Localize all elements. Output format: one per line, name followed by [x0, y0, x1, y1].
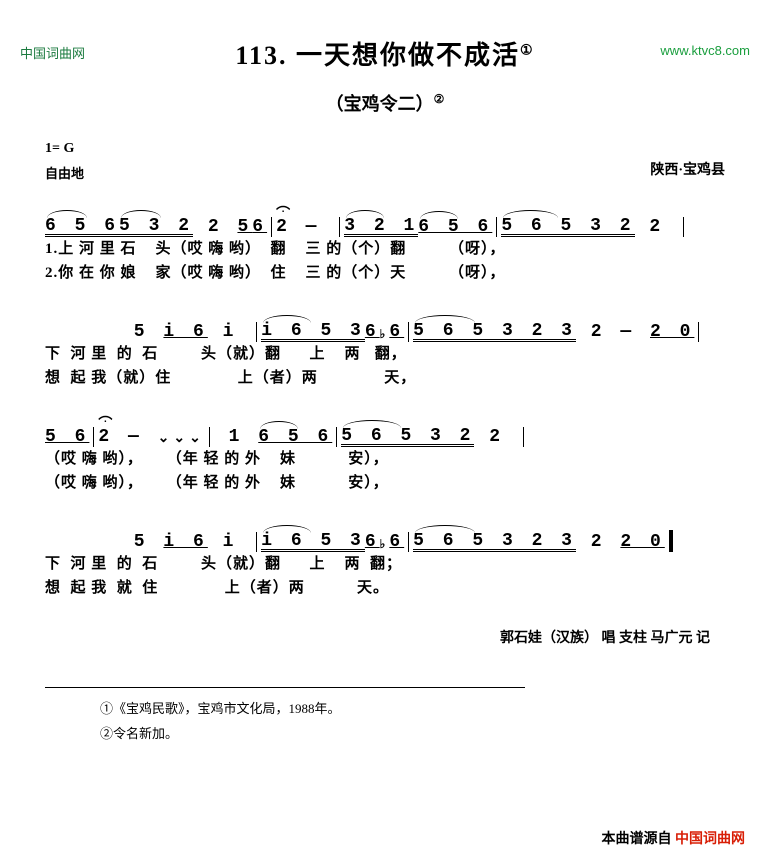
source-suffix: 中国词曲网 [675, 832, 745, 847]
meta-row: 1= G 自由地 陕西·宝鸡县 [0, 141, 770, 182]
song-subtitle: （宝鸡令二）② [0, 90, 770, 116]
origin-label: 陕西·宝鸡县 [650, 159, 725, 182]
lyric-line-4b: 想 起 我 就 住 上（者）两 天。 [45, 576, 725, 597]
footnote-1: ①《宝鸡民歌》，宝鸡市文化局，1988年。 [100, 698, 470, 717]
title-superscript: ① [520, 43, 535, 58]
tempo-marking: 自由地 [45, 163, 84, 182]
meta-left: 1= G 自由地 [45, 141, 84, 182]
lyric-line-3a: （哎 嗨 哟）， （年 轻 的 外 妹 安）， [45, 447, 725, 468]
notation-line: 5 i 6 i i 6 5 3 6 ♭6 5 6 5 3 2 3 2 2 0 [45, 522, 725, 552]
lyric-line-4a: 下 河 里 的 石 头（就）翻 上 两 翻； [45, 552, 725, 573]
lyric-line-3b: （哎 嗨 哟）， （年 轻 的 外 妹 安）， [45, 471, 725, 492]
subtitle-superscript: ② [434, 92, 445, 106]
watermark-right: www.ktvc8.com [660, 43, 750, 58]
subtitle-text: （宝鸡令二） [326, 94, 434, 114]
music-stanza-1: 6 5 6 5 3 2 2 5 6 2 — 3 2 1 6 5 6 5 6 5 … [45, 207, 725, 282]
key-signature: 1= G [45, 141, 84, 157]
music-stanza-3: 5 6 2 — ⌄⌄⌄ 1 6 5 6 5 6 5 3 2 2 （哎 嗨 哟），… [45, 417, 725, 492]
source-attribution: 本曲谱源自 中国词曲网 [602, 828, 746, 848]
source-prefix: 本曲谱源自 [602, 832, 672, 847]
lyric-line-1a: 1.上 河 里 石 头（哎 嗨 哟） 翻 三 的（个）翻 （呀）， [45, 237, 725, 258]
watermark-left: 中国词曲网 [20, 43, 85, 62]
notation-line: 5 i 6 i i 6 5 3 6 ♭6 5 6 5 3 2 3 2 — 2 0 [45, 312, 725, 342]
music-stanza-4: 5 i 6 i i 6 5 3 6 ♭6 5 6 5 3 2 3 2 2 0 下… [45, 522, 725, 597]
lyric-line-2a: 下 河 里 的 石 头（就）翻 上 两 翻， [45, 342, 725, 363]
lyric-line-1b: 2.你 在 你 娘 家（哎 嗨 哟） 住 三 的（个）天 （呀）， [45, 261, 725, 282]
footnotes: ①《宝鸡民歌》，宝鸡市文化局，1988年。 ②令名新加。 [45, 687, 525, 742]
score-body: 6 5 6 5 3 2 2 5 6 2 — 3 2 1 6 5 6 5 6 5 … [0, 207, 770, 597]
notation-line: 6 5 6 5 3 2 2 5 6 2 — 3 2 1 6 5 6 5 6 5 … [45, 207, 725, 237]
notation-line: 5 6 2 — ⌄⌄⌄ 1 6 5 6 5 6 5 3 2 2 [45, 417, 725, 447]
title-text: 一天想你做不成活 [296, 41, 520, 70]
credit-line: 郭石娃（汉族） 唱 支柱 马广元 记 [0, 627, 770, 647]
song-title: 113. 一天想你做不成活① [0, 35, 770, 72]
footnote-2: ②令名新加。 [100, 723, 470, 742]
music-stanza-2: 5 i 6 i i 6 5 3 6 ♭6 5 6 5 3 2 3 2 — 2 0… [45, 312, 725, 387]
title-number: 113. [235, 41, 287, 70]
lyric-line-2b: 想 起 我（就）住 上（者）两 天， [45, 366, 725, 387]
